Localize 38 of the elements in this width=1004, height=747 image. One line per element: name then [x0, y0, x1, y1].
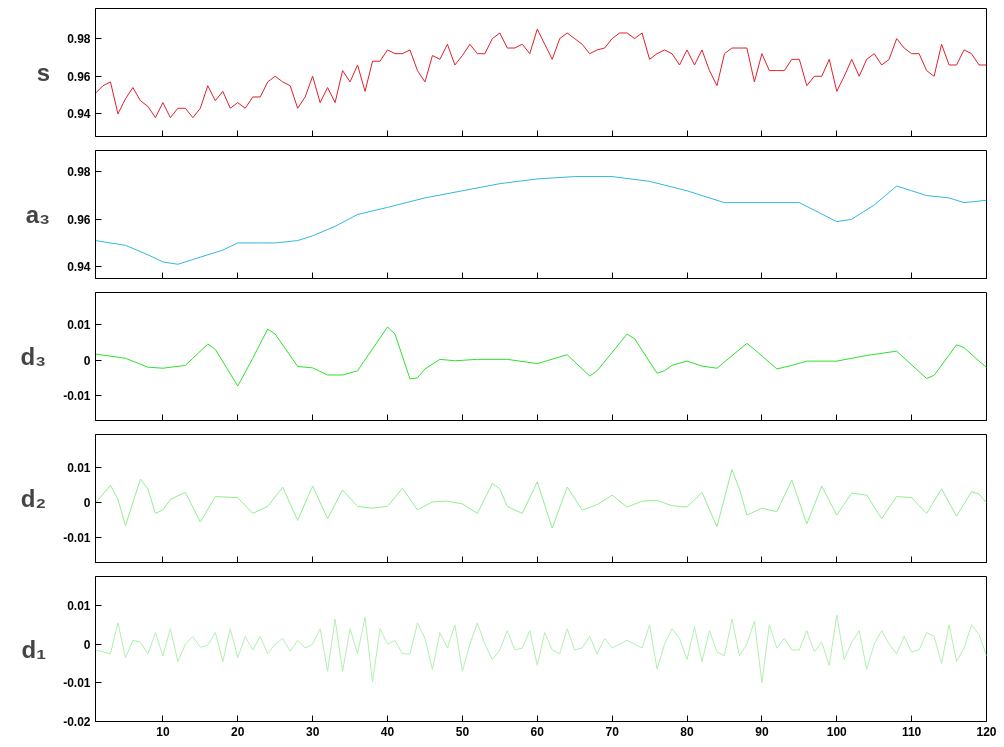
- y-tick-label: -0.01: [63, 531, 91, 546]
- y-axis-title: s: [36, 59, 51, 86]
- y-axis-title: a₃: [25, 201, 51, 228]
- line-series: [95, 326, 987, 387]
- y-tick-label: 0.94: [67, 107, 91, 122]
- x-tick-label: 20: [231, 724, 245, 739]
- x-tick-label: 60: [530, 724, 545, 739]
- y-tick-label: 0.01: [67, 318, 91, 332]
- y-tick-label: 0.96: [67, 69, 91, 84]
- y-tick-label: -0.01: [63, 389, 91, 404]
- line-series: [95, 469, 987, 529]
- x-tick-label: 80: [680, 724, 694, 739]
- y-tick-label: 0.98: [67, 165, 91, 180]
- y-tick-label: 0: [83, 637, 91, 652]
- line-series: [95, 614, 987, 684]
- y-tick-label: -0.02: [63, 715, 91, 729]
- y-tick-label: 0.01: [67, 599, 91, 613]
- y-axis-title: d₃: [20, 343, 47, 370]
- line-series: [95, 176, 987, 265]
- x-tick-label: 40: [380, 724, 395, 739]
- y-tick-label: 0.94: [67, 260, 91, 275]
- x-tick-label: 10: [156, 724, 170, 739]
- x-tick-label: 30: [305, 724, 320, 739]
- x-tick-label: 110: [901, 724, 922, 739]
- x-tick-label: 120: [976, 724, 997, 739]
- x-tick-label: 70: [605, 724, 620, 739]
- y-axis-title: d₂: [20, 485, 47, 512]
- y-tick-label: 0: [83, 353, 91, 368]
- line-series: [95, 28, 987, 119]
- y-axis-title: d₁: [21, 635, 47, 663]
- x-tick-label: 90: [755, 724, 769, 739]
- y-tick-label: -0.01: [63, 676, 91, 691]
- x-tick-label: 100: [826, 724, 848, 739]
- y-tick-label: 0: [83, 496, 91, 511]
- y-tick-label: 0.96: [67, 212, 91, 227]
- y-tick-label: 0.01: [67, 461, 91, 476]
- x-tick-label: 50: [455, 724, 470, 739]
- y-tick-label: 0.98: [67, 32, 91, 47]
